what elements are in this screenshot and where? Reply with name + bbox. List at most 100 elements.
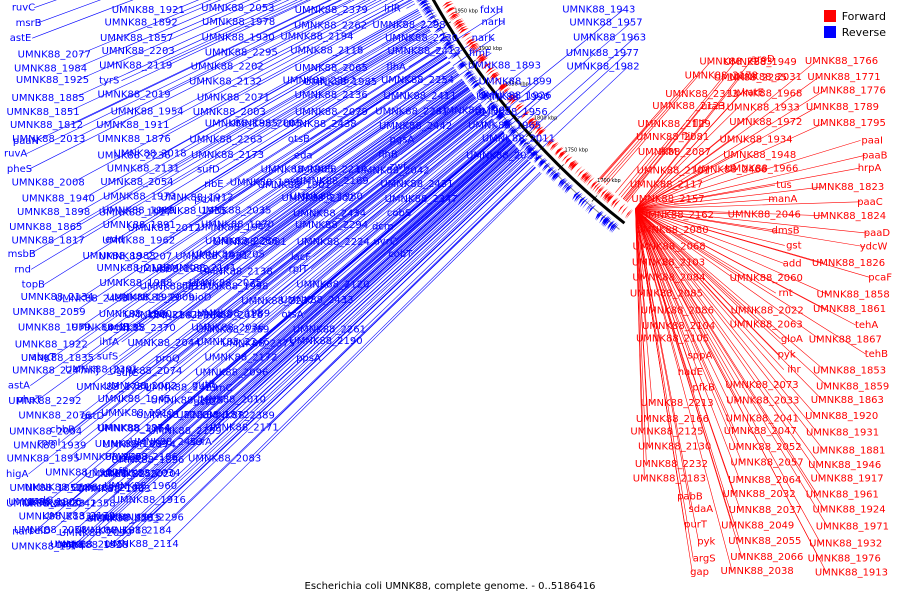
gene-label: UMNK88_2205 xyxy=(192,250,265,261)
connector-line xyxy=(71,0,332,126)
feature-arrow xyxy=(449,13,461,21)
connector-line xyxy=(37,0,101,24)
feature-arrow xyxy=(570,162,579,172)
gene-label: UMNK88_2031 xyxy=(729,72,802,83)
connector-line xyxy=(77,0,261,81)
connector-line xyxy=(138,147,518,490)
feature-arrow xyxy=(551,172,561,182)
feature-arrow xyxy=(611,223,619,234)
connector-line xyxy=(84,149,520,545)
gene-label: UMNK88_2466 xyxy=(694,164,767,175)
feature-arrow xyxy=(565,185,574,194)
gene-label: UMNK88_1992 xyxy=(136,264,209,275)
feature-arrow xyxy=(600,188,608,198)
gene-label: UMNK88_2194 xyxy=(280,31,353,42)
gene-label: UMNK88_2375 xyxy=(222,338,295,349)
connector-line xyxy=(635,208,818,495)
connector-line xyxy=(215,141,512,403)
gene-label: UMNK88_2213 xyxy=(641,398,714,409)
connector-line xyxy=(73,60,450,313)
feature-arrow xyxy=(602,216,610,226)
connector-line xyxy=(160,74,460,284)
gene-label: UMNK88_1784 xyxy=(76,382,149,393)
gene-label: UMNK88_2042 xyxy=(356,165,429,176)
connector-line xyxy=(252,124,498,328)
connector-line xyxy=(162,128,501,414)
gene-label: add xyxy=(783,259,802,270)
feature-arrow xyxy=(415,0,417,1)
connector-line xyxy=(164,94,475,329)
gene-label: UMNK88_2223 xyxy=(136,410,209,421)
connector-line xyxy=(159,0,414,140)
gene-label: UMNK88_1795 xyxy=(813,118,886,129)
connector-line xyxy=(214,133,506,385)
feature-arrow xyxy=(536,128,546,137)
feature-arrow xyxy=(567,159,577,169)
feature-arrow xyxy=(477,55,487,63)
feature-arrow xyxy=(501,87,512,96)
connector-line xyxy=(635,92,742,210)
connector-line xyxy=(103,146,517,517)
connector-line xyxy=(635,208,741,511)
connector-line xyxy=(160,0,303,66)
gene-label: UMNK88_1945 xyxy=(98,394,171,405)
gene-label: UMNK88_1983 xyxy=(82,251,155,262)
gene-label: UMNK88_1825 xyxy=(151,395,224,406)
feature-arrow xyxy=(606,194,615,204)
gene-label: abgT xyxy=(31,352,57,363)
connector-line xyxy=(635,208,645,278)
feature-arrow xyxy=(440,37,452,44)
gene-label: UMNK88_1998 xyxy=(195,281,268,292)
feature-arrow xyxy=(451,52,462,60)
feature-arrow xyxy=(607,220,615,231)
gene-label: gadC xyxy=(27,495,53,506)
gene-label: UMNK88_2138 xyxy=(200,267,273,278)
connector-line xyxy=(635,208,738,386)
gene-label: UMNK88_1776 xyxy=(813,86,886,97)
gene-label: UMNK88_1881 xyxy=(812,445,885,456)
tick-label: 1950 kbp xyxy=(454,8,478,14)
connector-line xyxy=(525,155,528,158)
gene-label: celB xyxy=(108,322,129,333)
connector-line xyxy=(635,208,741,447)
gene-label: UMNK88_2064 xyxy=(728,475,801,486)
gene-label: UMNK88_1905 xyxy=(261,164,334,175)
connector-line xyxy=(365,38,436,83)
feature-arrow xyxy=(453,20,465,27)
connector-line xyxy=(49,125,499,501)
gene-label: UMNK88_2438 xyxy=(284,119,357,130)
connector-line xyxy=(635,90,825,210)
gene-label: UMNK88_1876 xyxy=(98,134,171,145)
feature-arrow xyxy=(429,19,441,26)
connector-line xyxy=(406,3,416,9)
feature-arrow xyxy=(470,45,481,53)
gene-label: astC xyxy=(194,397,216,408)
feature-arrow xyxy=(583,174,592,184)
gene-label: UMNK88_1898 xyxy=(17,207,90,218)
gene-label: fimF xyxy=(469,48,491,59)
feature-arrow xyxy=(523,143,533,152)
gene-label: UMNK88_2071 xyxy=(197,93,270,104)
connector-line xyxy=(53,73,459,358)
gene-label: UMNK88_2058 xyxy=(14,525,87,536)
connector-line xyxy=(259,72,458,211)
gene-label: UMNK88_1885 xyxy=(12,93,85,104)
connector-line xyxy=(602,75,697,182)
gene-label: UMNK88_1982 xyxy=(567,62,640,73)
feature-arrow xyxy=(533,154,543,163)
feature-arrow xyxy=(445,45,457,52)
connector-line xyxy=(395,140,511,242)
connector-line xyxy=(147,159,529,519)
connector-line xyxy=(635,208,739,401)
feature-arrow xyxy=(546,138,555,147)
connector-line xyxy=(116,67,455,299)
connector-line xyxy=(266,27,429,124)
connector-line xyxy=(635,208,828,387)
gene-label: chbR xyxy=(50,424,75,435)
connector-line xyxy=(514,37,635,146)
connector-line xyxy=(164,33,433,197)
gene-label: fliE xyxy=(182,281,197,292)
connector-line xyxy=(313,114,490,258)
gene-label: UMNK88_2261 xyxy=(293,324,366,335)
feature-arrow xyxy=(463,70,474,78)
